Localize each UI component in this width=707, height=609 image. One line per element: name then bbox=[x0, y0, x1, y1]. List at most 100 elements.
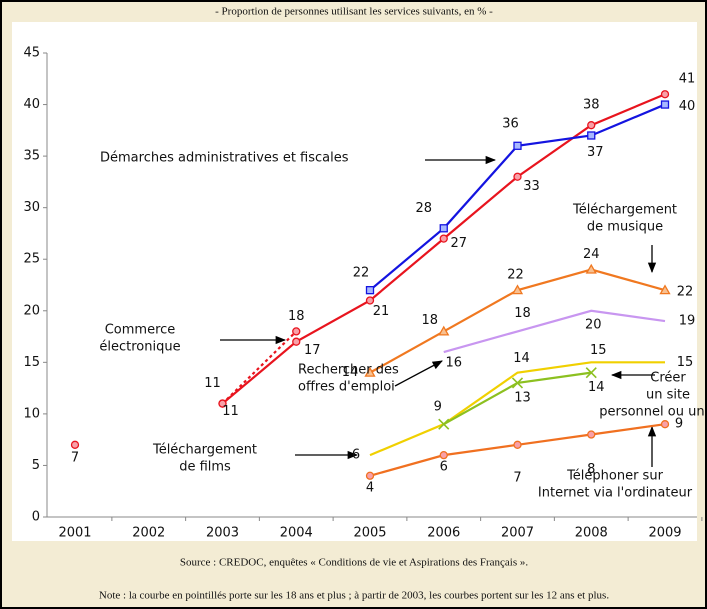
point bbox=[364, 366, 376, 377]
series-label: personnel ou un blog bbox=[599, 405, 707, 420]
point bbox=[365, 471, 375, 480]
point bbox=[511, 284, 524, 295]
data-label: 33 bbox=[523, 179, 540, 194]
series-label: offres d'emploi bbox=[298, 380, 395, 395]
point bbox=[585, 263, 597, 274]
data-label: 9 bbox=[434, 400, 442, 415]
series-label: Rechercher des bbox=[298, 363, 399, 378]
data-label: 22 bbox=[353, 266, 370, 281]
point bbox=[660, 100, 670, 109]
data-label: 38 bbox=[583, 98, 600, 113]
data-label: 14 bbox=[588, 380, 605, 395]
series-label: Créer bbox=[650, 371, 686, 386]
point bbox=[365, 296, 375, 305]
series-label: Commerce bbox=[105, 323, 176, 338]
y-tick-label: 45 bbox=[23, 46, 40, 61]
data-label: 14 bbox=[513, 351, 530, 366]
point bbox=[660, 90, 670, 99]
data-label: 7 bbox=[71, 450, 79, 465]
series-line bbox=[221, 330, 298, 405]
data-label: 22 bbox=[507, 268, 524, 283]
data-label: 6 bbox=[352, 448, 360, 463]
data-label: 41 bbox=[679, 72, 696, 87]
point bbox=[365, 286, 375, 295]
data-label: 6 bbox=[440, 460, 448, 475]
x-tick-label: 2007 bbox=[501, 526, 534, 541]
point bbox=[513, 440, 522, 449]
data-label: 22 bbox=[677, 285, 694, 300]
point bbox=[659, 284, 671, 295]
data-label: 21 bbox=[373, 304, 390, 319]
point bbox=[587, 121, 596, 130]
data-label: 13 bbox=[514, 390, 531, 405]
point bbox=[218, 399, 227, 408]
point bbox=[439, 234, 448, 243]
series-label: un site bbox=[646, 388, 690, 403]
arrows bbox=[220, 155, 657, 467]
data-label: 40 bbox=[679, 99, 696, 114]
data-label: 36 bbox=[502, 116, 519, 131]
x-tick-label: 2001 bbox=[58, 526, 91, 541]
point bbox=[439, 450, 448, 460]
data-label: 9 bbox=[675, 417, 683, 432]
point bbox=[292, 337, 301, 346]
data-label: 14 bbox=[342, 365, 359, 380]
point bbox=[587, 430, 596, 439]
x-tick-label: 2006 bbox=[427, 526, 460, 541]
data-label: 11 bbox=[222, 404, 239, 419]
point bbox=[439, 224, 448, 233]
data-label: 28 bbox=[415, 201, 432, 216]
y-tick-label: 15 bbox=[23, 355, 40, 370]
data-label: 18 bbox=[514, 306, 531, 321]
data-label: 18 bbox=[288, 309, 305, 324]
y-tick-label: 10 bbox=[23, 406, 40, 421]
data-label: 7 bbox=[513, 470, 521, 485]
note: Note : la courbe en pointillés porte sur… bbox=[99, 590, 609, 602]
x-tick-label: 2004 bbox=[280, 526, 313, 541]
data-label: 15 bbox=[677, 355, 694, 370]
data-label: 15 bbox=[590, 343, 607, 358]
data-label: 4 bbox=[366, 480, 374, 495]
point bbox=[587, 131, 596, 140]
series-label: Téléphoner sur bbox=[566, 469, 664, 484]
point bbox=[660, 420, 670, 429]
point bbox=[438, 325, 450, 336]
series-label: de musique bbox=[587, 220, 663, 235]
y-tick-label: 5 bbox=[32, 458, 40, 473]
data-label: 19 bbox=[679, 314, 696, 329]
data-label: 16 bbox=[445, 356, 462, 371]
series-line bbox=[369, 361, 665, 457]
series-label: Téléchargement bbox=[152, 443, 257, 458]
point bbox=[513, 172, 522, 181]
data-label: 24 bbox=[583, 247, 600, 262]
source: Source : CREDOC, enquêtes « Conditions d… bbox=[180, 557, 529, 569]
y-tick-label: 20 bbox=[23, 303, 40, 318]
y-tick-label: 30 bbox=[23, 200, 40, 215]
y-tick-label: 40 bbox=[23, 97, 40, 112]
x-tick-label: 2002 bbox=[132, 526, 165, 541]
data-label: 17 bbox=[304, 343, 321, 358]
point bbox=[292, 327, 301, 336]
y-tick-label: 35 bbox=[23, 149, 40, 164]
data-label: 8 bbox=[587, 462, 595, 477]
point bbox=[438, 418, 450, 430]
x-tick-label: 2008 bbox=[575, 526, 608, 541]
data-label: 27 bbox=[450, 236, 467, 251]
x-tick-label: 2005 bbox=[353, 526, 386, 541]
series-label: Internet via l'ordinateur bbox=[538, 486, 693, 501]
y-tick-label: 25 bbox=[23, 252, 40, 267]
series-label: électronique bbox=[99, 340, 180, 355]
series-line bbox=[443, 309, 666, 354]
series-label: de films bbox=[179, 460, 231, 475]
point bbox=[585, 367, 597, 379]
y-tick-label: 0 bbox=[32, 510, 40, 525]
x-tick-label: 2009 bbox=[648, 526, 681, 541]
data-label: 20 bbox=[585, 317, 602, 332]
series-label: Démarches administratives et fiscales bbox=[100, 151, 349, 166]
point bbox=[513, 141, 522, 150]
point bbox=[70, 440, 80, 449]
data-label: 37 bbox=[587, 145, 604, 160]
series-label: Téléchargement bbox=[572, 203, 677, 218]
